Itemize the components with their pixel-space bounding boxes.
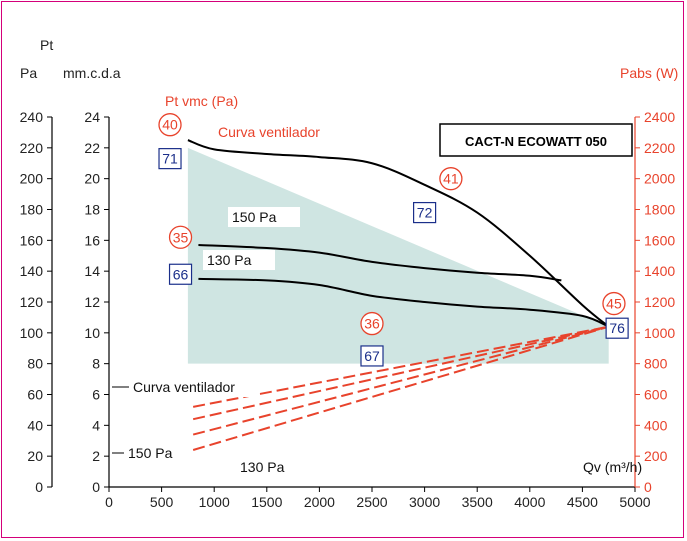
power-curve-label-0: Curva ventilador [133,379,235,395]
x-tick-label: 2000 [304,494,335,510]
power-curve-0 [192,325,609,408]
curve-label-bg [203,250,275,270]
power-curve-2 [192,325,609,451]
marker-box-67 [360,345,384,367]
y-w-tick-label: 1600 [644,232,675,248]
x-tick-label: 2500 [356,494,387,510]
y-mm-tick-label: 8 [92,356,100,372]
y-mm-tick-label: 16 [84,232,100,248]
y-w-tick-label: 600 [644,387,668,403]
y-pa-tick-label: 160 [20,232,44,248]
marker-circle-36 [360,311,384,336]
curve-label-1: 130 Pa [207,252,252,268]
marker-box-label: 66 [173,266,189,282]
y-label-pabs: Pabs (W) [620,65,678,81]
x-tick-label: 4500 [567,494,598,510]
y-mm-tick-label: 22 [84,140,100,156]
x-tick-label: 500 [150,494,174,510]
y-mm-tick-label: 6 [92,387,100,403]
marker-box-72 [413,201,437,224]
power-curve-label-1: 150 Pa [128,445,173,461]
marker-box-label: 71 [162,151,178,167]
power-label-bg [126,443,177,463]
y-mm-tick-label: 2 [92,448,100,464]
y-mm-tick-label: 4 [92,417,100,433]
y-w-tick-label: 1000 [644,325,675,341]
x-tick-label: 1000 [199,494,230,510]
x-tick-label: 3500 [462,494,493,510]
chart-title: CACT-N ECOWATT 050 [465,134,607,149]
pressure-curve-2 [198,277,610,328]
y-w-tick-label: 2000 [644,171,675,187]
curve-label-bg [228,207,300,227]
marker-circle-label: 36 [364,316,380,332]
y-w-tick-label: 200 [644,448,668,464]
power-label-bg [238,457,289,477]
marker-box-label: 76 [609,320,625,336]
y-pa-tick-label: 180 [20,202,44,218]
x-tick-label: 3000 [409,494,440,510]
shaded-operating-region [187,147,609,364]
y-pa-tick-label: 0 [35,479,43,495]
marker-circle-41 [439,167,463,191]
y-mm-tick-label: 10 [84,325,100,341]
y-pa-tick-label: 140 [20,263,44,279]
marker-box-label: 67 [364,348,380,364]
pressure-curve-0 [187,139,610,328]
marker-circle-40 [158,113,182,137]
marker-circle-35 [168,225,193,249]
y-w-tick-label: 2400 [644,109,675,125]
y-pa-tick-label: 220 [20,140,44,156]
y-mm-tick-label: 24 [84,109,100,125]
x-tick-label: 5000 [619,494,650,510]
y-mm-tick-label: 14 [84,263,100,279]
power-label-bg [131,377,260,397]
marker-circle-label: 35 [173,229,189,245]
y-pa-tick-label: 100 [20,325,44,341]
x-axis-label: Qv (m³/h) [583,459,642,475]
y-pa-tick-label: 40 [27,417,43,433]
y-w-tick-label: 1400 [644,263,675,279]
y-w-tick-label: 2200 [644,140,675,156]
x-tick-label: 1500 [251,494,282,510]
x-tick-label: 0 [105,494,113,510]
y-pa-tick-label: 200 [20,171,44,187]
marker-box-71 [158,148,182,170]
y-pa-tick-label: 80 [27,356,43,372]
power-curve-3 [192,325,609,421]
x-tick-label: 4000 [514,494,545,510]
y-pa-tick-label: 60 [27,387,43,403]
title-box [439,123,633,157]
marker-box-label: 72 [417,205,433,221]
y-pa-tick-label: 240 [20,109,44,125]
marker-circle-label: 45 [606,296,622,312]
y-label-pt: Pt [40,37,53,53]
y-pa-tick-label: 20 [27,448,43,464]
y-label-pa: Pa [20,65,37,81]
shade-label: Curva ventilador [218,124,320,140]
y-label-mmcda: mm.c.d.a [63,65,121,81]
y-w-tick-label: 1200 [644,294,675,310]
y-mm-tick-label: 12 [84,294,100,310]
y-w-tick-label: 0 [644,479,652,495]
marker-box-66 [168,263,193,285]
y-mm-tick-label: 18 [84,202,100,218]
y-w-tick-label: 400 [644,417,668,433]
marker-circle-label: 40 [162,117,178,133]
y-pa-tick-label: 120 [20,294,44,310]
y-w-tick-label: 800 [644,356,668,372]
power-curve-label-2: 130 Pa [240,459,285,475]
marker-box-76 [605,317,629,339]
marker-circle-45 [602,291,626,316]
y-w-tick-label: 1800 [644,202,675,218]
curve-label-0: 150 Pa [232,209,277,225]
y-mm-tick-label: 0 [92,479,100,495]
power-curve-1 [192,325,609,436]
pressure-curve-1 [198,243,562,282]
marker-circle-label: 41 [443,171,459,187]
y-mm-tick-label: 20 [84,171,100,187]
y-label-pt-vmc: Pt vmc (Pa) [165,93,238,109]
